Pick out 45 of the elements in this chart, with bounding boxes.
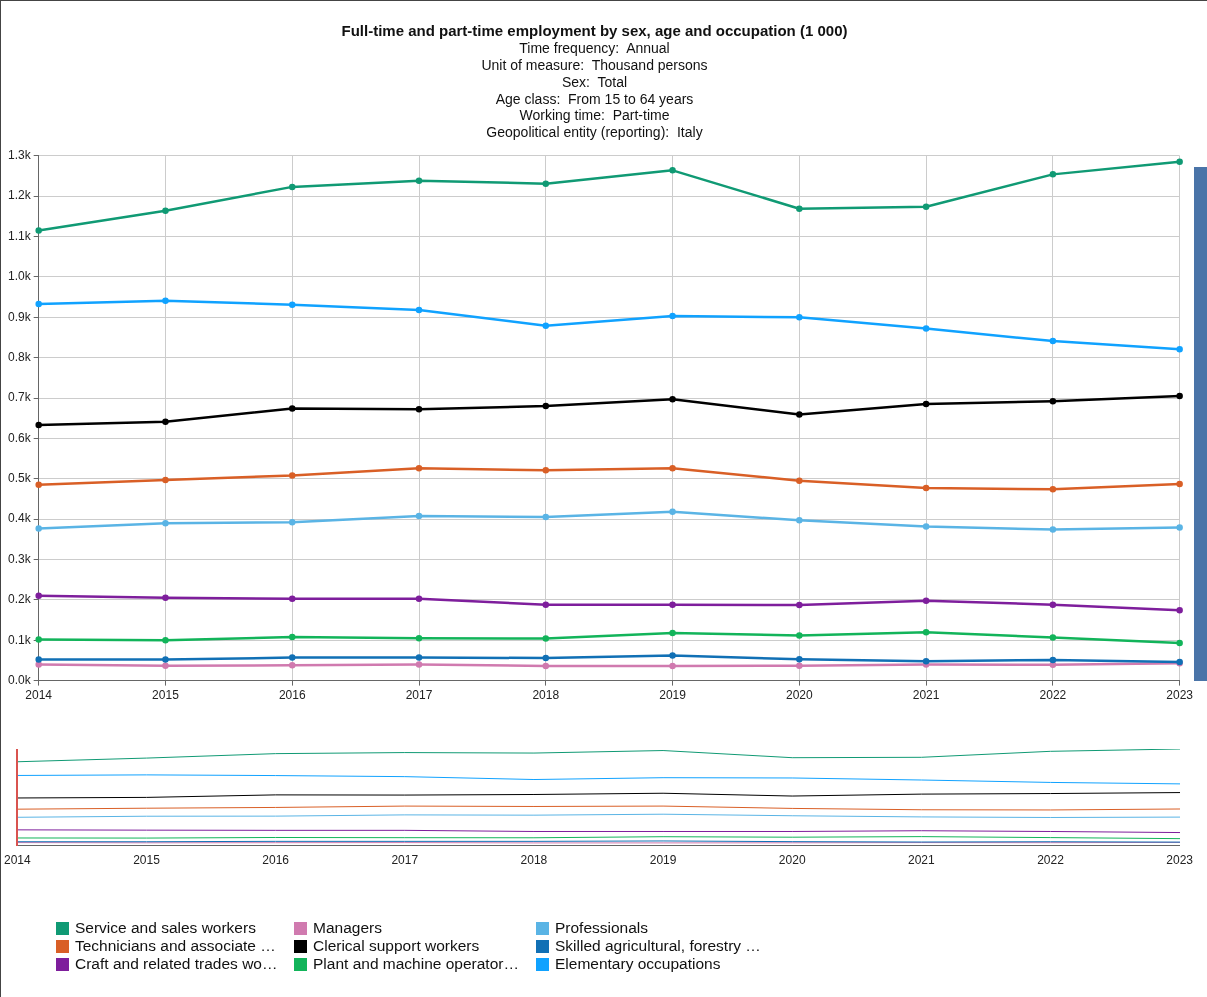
x-tick-label: 2017: [405, 688, 433, 703]
y-tick-label: 1.3k: [7, 148, 32, 163]
y-tick-label: 0.1k: [7, 632, 32, 647]
legend-label: Technicians and associate …: [75, 937, 276, 955]
legend-label: Skilled agricultural, forestry …: [555, 937, 761, 955]
y-tick-label: 0.8k: [7, 349, 32, 364]
x-tick-label: 2019: [649, 853, 677, 868]
y-tick-label: 0.6k: [7, 430, 32, 445]
x-tick-label: 2016: [262, 853, 290, 868]
x-tick-label: 2017: [391, 853, 419, 868]
x-tick-label: 2020: [778, 853, 806, 868]
chart-title: Full-time and part-time employment by sex, age and occupation (1 000): [341, 22, 848, 40]
x-tick-label: 2015: [152, 688, 180, 703]
chart-subtitle: Time frequency: Annual Unit of measure: Thousand persons Sex: Total Age class: From 15 to 64 years Working time: Part-time Geopolitical entity (reporting): Italy: [481, 40, 708, 141]
x-tick-label: 2018: [520, 853, 548, 868]
y-tick-label: 0.3k: [7, 551, 32, 566]
legend-label: Managers: [313, 919, 382, 937]
x-tick-label: 2019: [659, 688, 687, 703]
legend-label: Craft and related trades wo…: [75, 955, 278, 973]
legend-label: Elementary occupations: [555, 955, 721, 973]
y-tick-label: 1.0k: [7, 269, 32, 284]
legend-label: Service and sales workers: [75, 919, 256, 937]
x-tick-label: 2021: [908, 853, 936, 868]
y-tick-label: 0.5k: [7, 471, 32, 486]
x-tick-label: 2015: [133, 853, 161, 868]
x-tick-label: 2021: [912, 688, 940, 703]
x-tick-label: 2020: [785, 688, 813, 703]
x-tick-label: 2022: [1039, 688, 1067, 703]
x-tick-label: 2014: [25, 688, 53, 703]
x-tick-label: 2023: [1166, 688, 1194, 703]
y-tick-label: 0.2k: [7, 592, 32, 607]
x-tick-label: 2022: [1037, 853, 1065, 868]
legend-label: Plant and machine operator…: [313, 955, 519, 973]
x-tick-label: 2018: [532, 688, 560, 703]
y-tick-label: 1.2k: [7, 188, 32, 203]
y-tick-label: 1.1k: [7, 228, 32, 243]
y-tick-label: 0.0k: [7, 672, 32, 687]
x-tick-label: 2014: [4, 853, 32, 868]
x-tick-label: 2023: [1166, 853, 1194, 868]
x-tick-label: 2016: [278, 688, 306, 703]
y-tick-label: 0.7k: [7, 390, 32, 405]
y-tick-label: 0.9k: [7, 309, 32, 324]
legend-label: Professionals: [555, 919, 649, 937]
y-tick-label: 0.4k: [7, 511, 32, 526]
legend-label: Clerical support workers: [313, 937, 480, 955]
